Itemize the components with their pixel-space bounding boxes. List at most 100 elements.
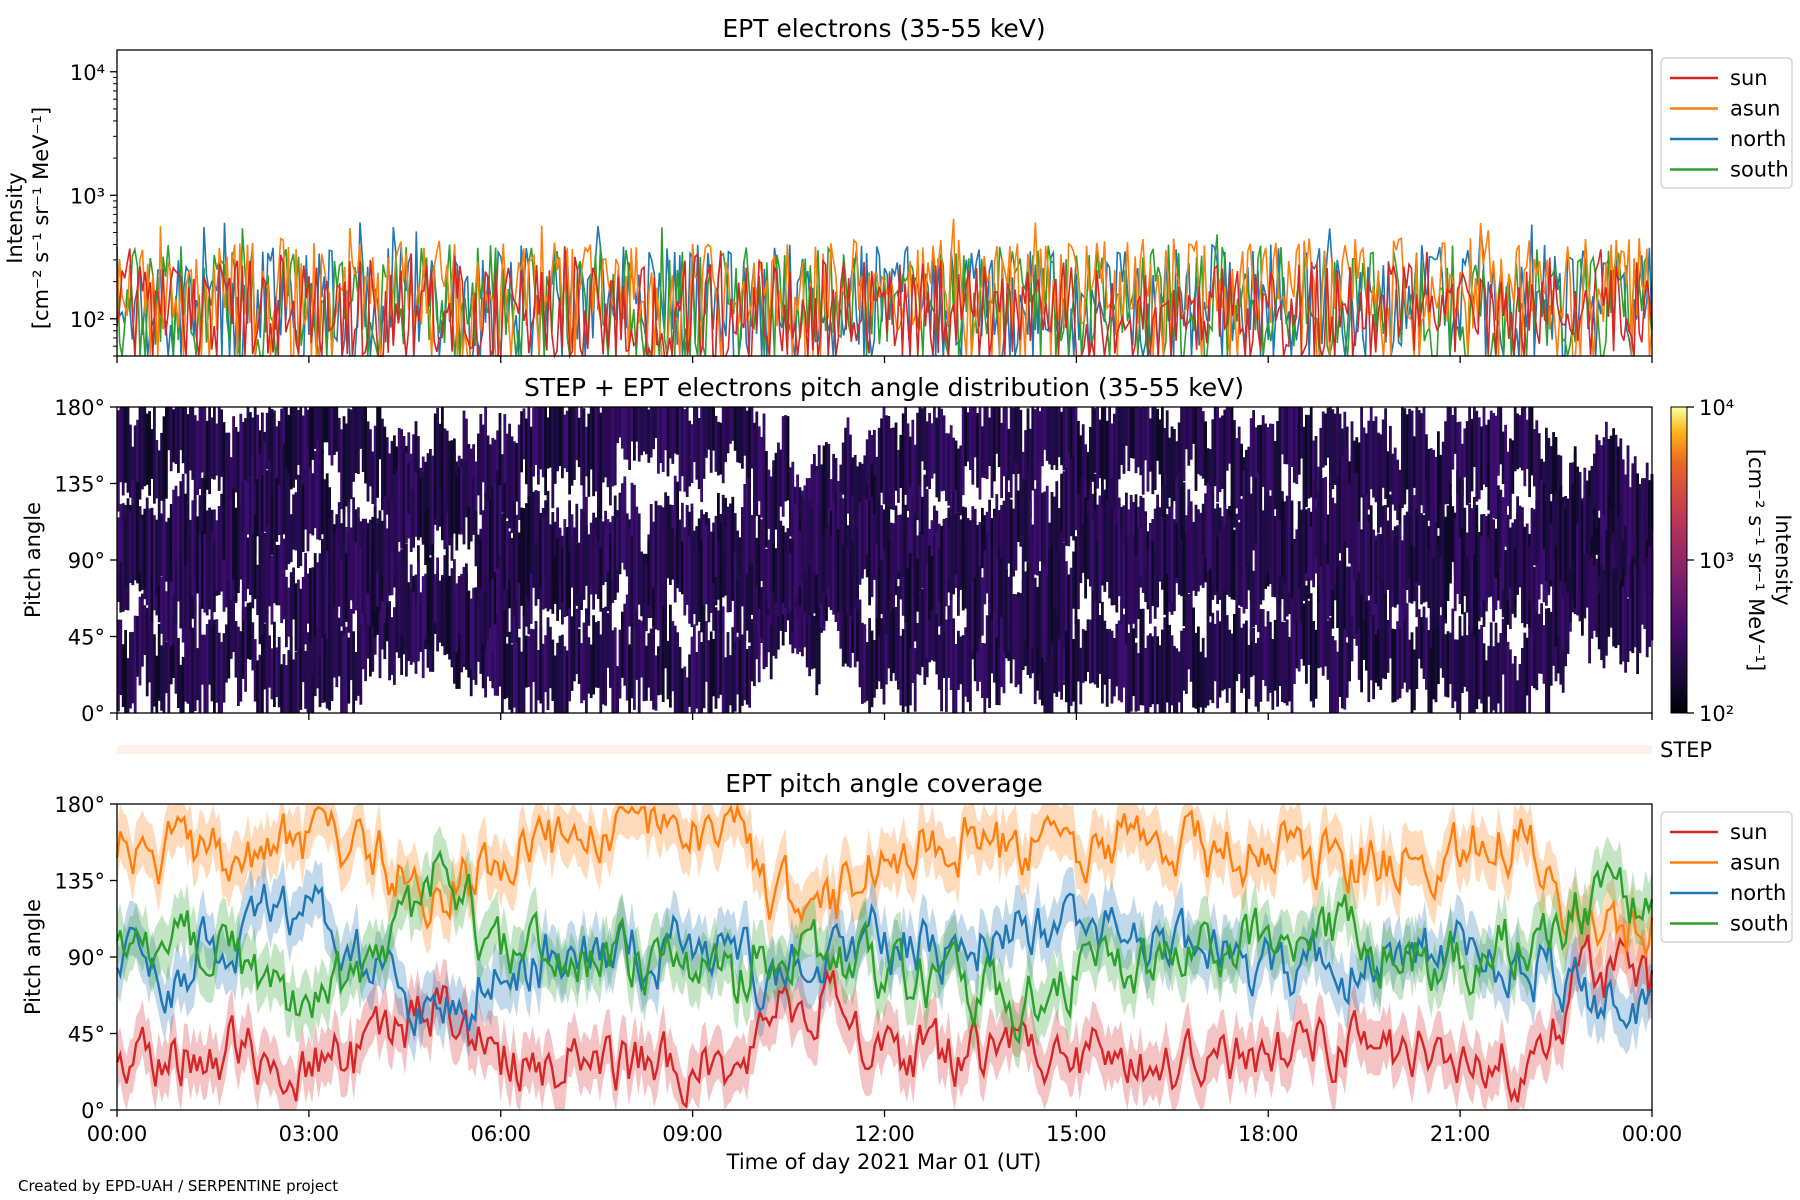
pad-cell (834, 458, 838, 527)
pad-cell (136, 482, 139, 584)
pad-cell (901, 506, 905, 578)
panel3-x-ticks: 00:00 03:00 06:00 09:00 12:00 15:00 18:00 21:00… (87, 1110, 1682, 1146)
pad-cell (1211, 522, 1215, 579)
pad-cell (549, 524, 552, 610)
pad-cell (165, 641, 168, 694)
pad-cell (1597, 517, 1601, 577)
pad-cell (755, 537, 759, 586)
pad-cell (1485, 516, 1488, 604)
pad-cell (570, 616, 574, 691)
pad-cell (453, 559, 456, 648)
panel-pitch-angle-distribution: STEP + EPT electrons pitch angle distrib… (21, 373, 1795, 762)
pad-cell (729, 508, 732, 612)
pad-cell (1062, 628, 1066, 685)
pad-cell (261, 474, 264, 536)
pad-cell (138, 507, 142, 573)
panel3-title: EPT pitch angle coverage (725, 769, 1043, 798)
pad-cell (424, 461, 427, 511)
pad-cell (1602, 497, 1606, 570)
pad-cell (897, 586, 900, 690)
pad-cell (400, 549, 403, 634)
pad-cell (577, 542, 581, 628)
pad-cell (1276, 511, 1279, 602)
pad-cell (246, 602, 250, 659)
pad-cell (1547, 437, 1551, 508)
pad-cell (683, 527, 687, 616)
pad-cell (1067, 407, 1071, 481)
pad-cell (777, 534, 780, 617)
pad-cell (877, 567, 881, 637)
pad-cell (1216, 407, 1219, 503)
pad-cell (923, 407, 927, 471)
pad-cell (894, 422, 898, 491)
pad-cell (239, 502, 243, 580)
pad-cell (899, 434, 903, 488)
pad-cell (1461, 480, 1464, 574)
pad-cell (1578, 543, 1582, 622)
pad-cell (597, 541, 600, 599)
x-axis-label: Time of day 2021 Mar 01 (UT) (726, 1150, 1042, 1174)
pad-cell (856, 466, 859, 526)
pad-cell (1060, 473, 1063, 577)
pad-cell (1461, 527, 1464, 615)
pad-cell (537, 407, 540, 485)
pad-cell (527, 636, 531, 687)
pad-cell (1475, 410, 1479, 502)
pad-cell (909, 553, 912, 648)
pad-cell (1285, 619, 1289, 706)
pad-cell (863, 624, 867, 703)
pad-cell (390, 440, 394, 532)
pad-cell (1300, 407, 1303, 459)
pad-cell (1350, 524, 1354, 617)
pad-cell (1269, 423, 1272, 491)
pad-cell (301, 626, 305, 683)
pad-cell (1465, 635, 1469, 692)
pad-cell (1266, 491, 1270, 573)
pad-cell (892, 523, 895, 608)
pad-cell (539, 407, 543, 470)
pad-cell (457, 584, 461, 689)
pad-cell (1341, 551, 1344, 611)
pad-cell (1036, 623, 1039, 691)
pad-cell (731, 627, 735, 713)
pad-cell (1557, 475, 1560, 562)
pad-cell (385, 437, 389, 515)
pad-cell (1194, 632, 1198, 709)
pad-cell (390, 499, 394, 552)
pad-cell (863, 455, 867, 536)
pad-cell (937, 634, 941, 690)
pad-cell (1072, 639, 1075, 702)
pad-cell (666, 495, 670, 579)
pad-cell (1557, 555, 1560, 637)
pad-cell (469, 599, 473, 669)
pad-cell (1631, 463, 1635, 539)
pad-cell (741, 634, 744, 706)
pad-cell (661, 407, 665, 472)
pad-cell (1576, 507, 1579, 613)
pad-cell (1257, 425, 1260, 495)
pad-cell (1374, 540, 1378, 604)
pad-cell (1271, 423, 1275, 519)
pad-cell (261, 412, 264, 486)
pad-cell (789, 467, 792, 537)
pad-cell (611, 630, 615, 713)
pad-cell (486, 547, 490, 640)
pad-cell (933, 535, 936, 601)
pad-cell (157, 518, 161, 586)
pad-cell (933, 596, 936, 662)
pad-cell (1590, 466, 1594, 538)
pad-cell (685, 407, 689, 497)
pad-cell (481, 546, 485, 644)
pad-cell (165, 407, 168, 499)
pad-cell (1588, 557, 1591, 664)
pad-cell (611, 515, 615, 580)
pad-cell (347, 533, 351, 633)
pad-cell (150, 429, 154, 479)
pad-cell (191, 500, 195, 596)
pad-cell (1463, 542, 1467, 597)
pad-cell (906, 568, 910, 636)
pad-cell (167, 407, 171, 451)
pad-cell (160, 513, 163, 577)
pad-cell (1446, 407, 1450, 505)
